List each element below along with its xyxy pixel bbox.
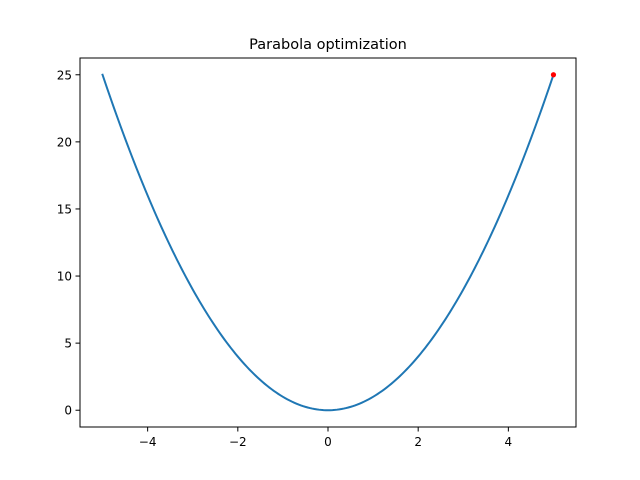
plot-area [101, 72, 557, 412]
series-point [550, 72, 557, 78]
x-tick-label: 0 [324, 435, 332, 449]
chart-title: Parabola optimization [249, 37, 407, 53]
x-tick-label: 4 [505, 435, 513, 449]
x-tick-label: 2 [414, 435, 422, 449]
y-tick-label: 0 [64, 404, 72, 418]
y-tick-label: 5 [64, 337, 72, 351]
x-tick-label: −2 [229, 435, 247, 449]
y-tick-label: 20 [57, 135, 72, 149]
x-tick-label: −4 [139, 435, 157, 449]
y-tick-label: 15 [57, 202, 72, 216]
y-tick-label: 25 [57, 68, 72, 82]
axes: −4 −2 0 2 4 0 5 10 15 20 25 [57, 57, 577, 449]
y-tick-label: 10 [57, 270, 72, 284]
series-line [101, 73, 555, 412]
